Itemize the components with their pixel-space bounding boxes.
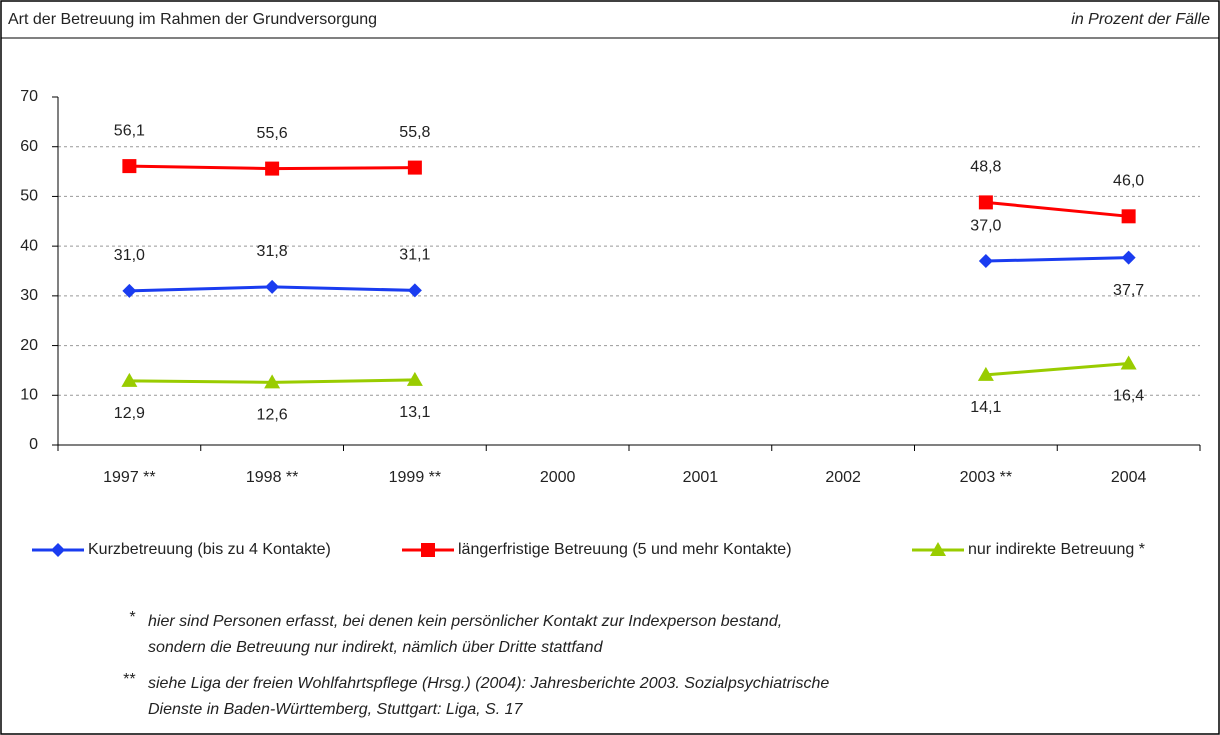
marker — [407, 160, 422, 175]
marker — [264, 374, 281, 389]
x-tick-label: 1997 ** — [103, 469, 156, 486]
marker — [977, 366, 994, 381]
marker — [407, 283, 422, 298]
legend-label: Kurzbetreuung (bis zu 4 Kontakte) — [88, 541, 331, 558]
y-tick-label: 20 — [20, 337, 38, 354]
marker — [930, 542, 946, 556]
marker — [51, 543, 65, 557]
marker — [122, 283, 137, 298]
x-tick-label: 1998 ** — [246, 469, 299, 486]
chart-title: Art der Betreuung im Rahmen der Grundver… — [8, 11, 377, 28]
marker — [265, 279, 280, 294]
footnote-text: Dienste in Baden-Württemberg, Stuttgart:… — [148, 701, 524, 718]
x-tick-label: 2001 — [683, 469, 719, 486]
marker — [1121, 250, 1136, 265]
series-line — [985, 256, 1129, 263]
data-label: 31,1 — [399, 247, 430, 264]
chart-subtitle: in Prozent der Fälle — [1071, 11, 1210, 28]
data-label: 13,1 — [399, 404, 430, 421]
marker — [978, 195, 993, 210]
marker — [406, 371, 423, 386]
data-label: 31,0 — [114, 247, 145, 264]
footnote-text: siehe Liga der freien Wohlfahrtspflege (… — [148, 675, 829, 692]
x-tick-label: 2004 — [1111, 469, 1147, 486]
data-label: 48,8 — [970, 159, 1001, 176]
marker — [1120, 355, 1137, 370]
x-tick-label: 2003 ** — [960, 469, 1013, 486]
data-label: 14,1 — [970, 399, 1001, 416]
legend-label: nur indirekte Betreuung * — [968, 541, 1145, 558]
data-label: 56,1 — [114, 122, 145, 139]
marker — [122, 159, 137, 174]
data-label: 55,6 — [257, 125, 288, 142]
footnote-mark: * — [129, 609, 136, 626]
footnote-text: sondern die Betreuung nur indirekt, näml… — [148, 639, 604, 656]
data-label: 31,8 — [257, 243, 288, 260]
x-tick-label: 2000 — [540, 469, 576, 486]
data-label: 46,0 — [1113, 173, 1144, 190]
marker — [1121, 209, 1136, 224]
y-tick-label: 50 — [20, 188, 38, 205]
footnote-mark: ** — [123, 671, 136, 688]
data-label: 37,7 — [1113, 282, 1144, 299]
x-tick-label: 2002 — [825, 469, 861, 486]
y-tick-label: 10 — [20, 387, 38, 404]
marker — [265, 161, 280, 176]
footnote-text: hier sind Personen erfasst, bei denen ke… — [148, 613, 782, 630]
marker — [121, 372, 138, 387]
data-label: 37,0 — [970, 217, 1001, 234]
data-label: 12,6 — [257, 407, 288, 424]
marker — [421, 543, 435, 557]
y-tick-label: 40 — [20, 237, 38, 254]
data-label: 55,8 — [399, 124, 430, 141]
series-line — [985, 200, 1129, 218]
data-label: 16,4 — [1113, 388, 1144, 405]
y-tick-label: 30 — [20, 287, 38, 304]
y-tick-label: 60 — [20, 138, 38, 155]
series-line — [985, 361, 1129, 377]
data-label: 12,9 — [114, 405, 145, 422]
y-tick-label: 0 — [29, 436, 38, 453]
marker — [978, 254, 993, 269]
legend-label: längerfristige Betreuung (5 und mehr Kon… — [458, 541, 792, 558]
x-tick-label: 1999 ** — [389, 469, 442, 486]
y-tick-label: 70 — [20, 88, 38, 105]
